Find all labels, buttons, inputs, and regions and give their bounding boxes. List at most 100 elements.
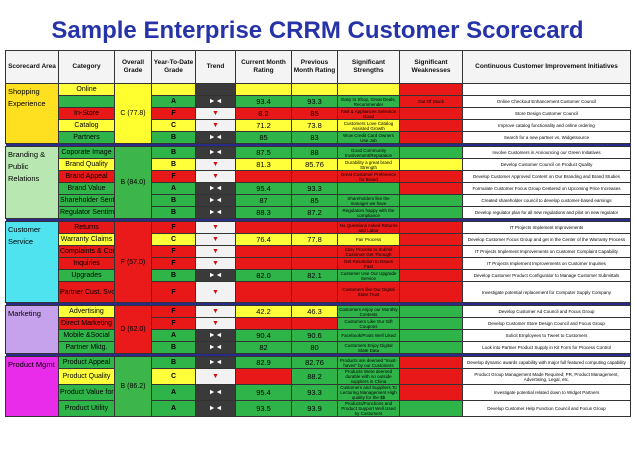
previous-rating: [291, 245, 338, 258]
previous-rating: [291, 317, 338, 330]
table-row: Shopping Experience Online C (77.8): [5, 83, 631, 144]
ytd-grade: F: [151, 317, 196, 330]
category-cell: Online: [58, 83, 115, 96]
weakness-cell: [399, 233, 463, 246]
trend-cell: ►◄: [195, 356, 236, 369]
strength-cell: Durability a great brand Strength: [337, 158, 400, 171]
header-initiatives: Continuous Customer Improvement Initiati…: [462, 50, 631, 84]
current-rating: 82: [235, 341, 292, 354]
trend-cell: ►◄: [195, 400, 236, 417]
ytd-grade: B: [151, 146, 196, 159]
previous-rating: 83: [291, 131, 338, 144]
previous-rating: [291, 281, 338, 303]
strength-cell: Customers and Suppliers To Lecturing Man…: [337, 384, 400, 401]
previous-rating: 93.9: [291, 400, 338, 417]
initiative-cell: Formulate Customer Focus Group Centered …: [462, 182, 631, 195]
weakness-cell: [399, 305, 463, 318]
table-row: Complaints & Concerns F ▼ Easy Process t…: [6, 245, 631, 258]
current-rating: 82.9: [235, 356, 292, 369]
previous-rating: [291, 257, 338, 270]
previous-rating: 88.2: [291, 368, 338, 385]
strength-cell: [337, 83, 400, 96]
strength-cell: Customers Enjoy Digital State Data: [337, 341, 400, 354]
strength-cell: Easy Process to Submit Customer Get Thro…: [337, 245, 400, 258]
table-row: Inquiries F ▼ Get Resolution to Issues F…: [6, 257, 631, 270]
previous-rating: 46.3: [291, 305, 338, 318]
previous-rating: 73.8: [291, 119, 338, 132]
weakness-cell: [399, 146, 463, 159]
weakness-cell: [399, 341, 463, 354]
trend-cell: ►◄: [195, 206, 236, 219]
current-rating: 8.2: [235, 107, 292, 120]
trend-cell: [195, 83, 236, 96]
area-separator: [5, 353, 631, 357]
initiative-cell: Involve Customers in Announcing our Gree…: [462, 146, 631, 159]
category-cell: Shareholder Sentiment: [58, 194, 115, 207]
header-row: Scorecard Area Category Overall Grade Ye…: [5, 50, 631, 84]
table-row: Regulator Sentiment B ►◄ 88.3 87.2 Regul…: [6, 206, 631, 219]
current-rating: 88.3: [235, 206, 292, 219]
trend-cell: ▼: [195, 158, 236, 171]
header-strengths: Significant Strengths: [337, 50, 400, 84]
previous-rating: 88: [291, 146, 338, 159]
area-separator: [5, 143, 631, 147]
initiative-cell: Develop Customer Store Design Council an…: [462, 317, 631, 330]
header-scorecard-area: Scorecard Area: [5, 50, 59, 84]
ytd-grade: C: [151, 119, 196, 132]
current-rating: 95.4: [235, 384, 292, 401]
weakness-cell: [399, 83, 463, 96]
strength-cell: Wow Credit Card Owners Use Job: [337, 131, 400, 144]
category-cell: Product Utility: [58, 400, 115, 417]
ytd-grade: F: [151, 257, 196, 270]
weakness-cell: [399, 368, 463, 385]
table-row: Catalog C ▼ 71.2 73.8 Customers Love Cat…: [6, 119, 631, 132]
initiative-cell: Solicit Employees to Tweet to Customers: [462, 329, 631, 342]
weakness-cell: [399, 384, 463, 401]
trend-cell: ▼: [195, 305, 236, 318]
weakness-cell: [399, 281, 463, 303]
category-cell: Mobile &Social: [58, 329, 115, 342]
ytd-grade: A: [151, 95, 196, 108]
weakness-cell: [399, 269, 463, 282]
previous-rating: 80: [291, 341, 338, 354]
weakness-cell: [399, 158, 463, 171]
category-cell: Product Appeal: [58, 356, 115, 369]
trend-cell: ►◄: [195, 194, 236, 207]
previous-rating: 90.6: [291, 329, 338, 342]
trend-cell: ▼: [195, 281, 236, 303]
category-cell: Partners: [58, 131, 115, 144]
weakness-cell: [399, 317, 463, 330]
initiative-cell: IT Projects Implement Improvements on Cu…: [462, 257, 631, 270]
weakness-cell: [399, 221, 463, 234]
previous-rating: [291, 221, 338, 234]
overall-grade: B (86.2): [114, 356, 152, 417]
category-cell: Inquiries: [58, 257, 115, 270]
category-cell: Catalog: [58, 119, 115, 132]
trend-cell: ▼: [195, 245, 236, 258]
area-product-mgmt: Product Mgmt: [5, 356, 59, 417]
current-rating: 87.5: [235, 146, 292, 159]
initiative-cell: Develop Customer Product Configurator to…: [462, 269, 631, 282]
previous-rating: [291, 170, 338, 183]
previous-rating: 87.2: [291, 206, 338, 219]
previous-rating: 93.3: [291, 95, 338, 108]
strength-cell: Regulators happy with the compliance: [337, 206, 400, 219]
initiative-cell: Online Checkout Enhancement Customer Cou…: [462, 95, 631, 108]
table-row: Brand Appeal F ▼ Great Customer Preferen…: [6, 170, 631, 183]
initiative-cell: Look into Partner Product Supply in Kit …: [462, 341, 631, 354]
area-branding-public-relations: Branding & Public Relations: [5, 146, 59, 219]
initiative-cell: Develop Customer Help Function Council a…: [462, 400, 631, 417]
weakness-cell: [399, 182, 463, 195]
weakness-cell: [399, 245, 463, 258]
initiative-cell: Product Group Management Made Required; …: [462, 368, 631, 385]
trend-cell: ▼: [195, 119, 236, 132]
trend-cell: ►◄: [195, 95, 236, 108]
current-rating: 42.2: [235, 305, 292, 318]
category-cell: Coporate Image: [58, 146, 115, 159]
weakness-cell: Out Of Stock: [399, 95, 463, 108]
header-category: Category: [58, 50, 115, 84]
previous-rating: 85: [291, 107, 338, 120]
category-cell: Regulator Sentiment: [58, 206, 115, 219]
current-rating: [235, 317, 292, 330]
current-rating: [235, 368, 292, 385]
